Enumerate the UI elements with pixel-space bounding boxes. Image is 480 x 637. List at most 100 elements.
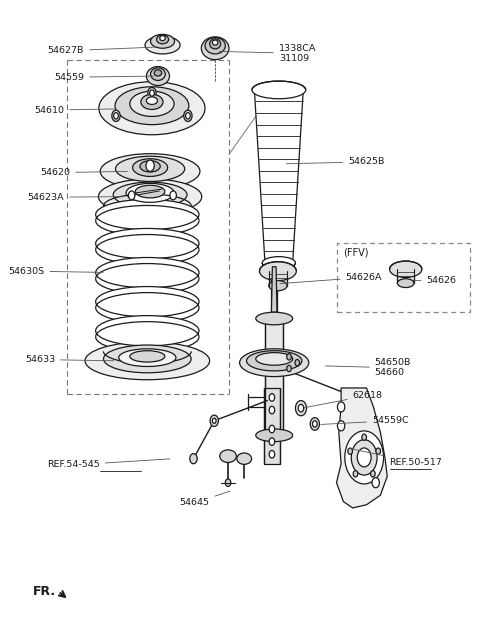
Ellipse shape: [262, 257, 295, 269]
Ellipse shape: [96, 229, 199, 259]
Ellipse shape: [269, 281, 287, 290]
Circle shape: [345, 431, 384, 484]
Ellipse shape: [115, 87, 189, 125]
Ellipse shape: [130, 351, 165, 362]
Circle shape: [148, 87, 156, 99]
Polygon shape: [272, 267, 277, 312]
Ellipse shape: [113, 182, 187, 208]
Bar: [269, 271, 287, 285]
Ellipse shape: [116, 156, 185, 182]
Ellipse shape: [151, 34, 175, 48]
Circle shape: [150, 90, 154, 96]
Circle shape: [184, 110, 192, 122]
Circle shape: [348, 448, 352, 454]
Ellipse shape: [135, 185, 165, 198]
Ellipse shape: [210, 39, 221, 49]
Ellipse shape: [141, 94, 163, 110]
Circle shape: [269, 438, 275, 445]
Text: 54625B: 54625B: [286, 157, 384, 166]
Circle shape: [170, 191, 177, 200]
Ellipse shape: [252, 81, 306, 99]
Text: 54559: 54559: [54, 73, 154, 82]
Bar: [264, 388, 280, 464]
Ellipse shape: [96, 287, 199, 317]
Text: 54623A: 54623A: [28, 193, 124, 202]
Circle shape: [210, 415, 218, 427]
Text: 54633: 54633: [25, 355, 114, 364]
Circle shape: [295, 359, 300, 366]
Bar: [336, 243, 470, 312]
Ellipse shape: [247, 351, 302, 371]
Ellipse shape: [100, 154, 200, 189]
Circle shape: [287, 354, 291, 360]
Ellipse shape: [260, 262, 296, 281]
Ellipse shape: [201, 37, 229, 60]
Ellipse shape: [146, 97, 157, 104]
Ellipse shape: [212, 40, 218, 45]
Circle shape: [269, 394, 275, 401]
Ellipse shape: [220, 450, 236, 462]
Circle shape: [269, 406, 275, 414]
Ellipse shape: [98, 179, 202, 214]
Text: 54626: 54626: [414, 276, 456, 285]
Ellipse shape: [237, 453, 252, 464]
Text: 54645: 54645: [180, 491, 230, 508]
Ellipse shape: [154, 69, 162, 76]
Circle shape: [312, 421, 317, 427]
Ellipse shape: [151, 68, 165, 80]
Ellipse shape: [130, 91, 174, 117]
Ellipse shape: [96, 257, 199, 288]
Circle shape: [351, 440, 377, 475]
Circle shape: [376, 448, 381, 454]
Circle shape: [362, 434, 367, 440]
Circle shape: [112, 110, 120, 122]
Ellipse shape: [99, 82, 205, 135]
Text: 54627B: 54627B: [48, 47, 156, 55]
Ellipse shape: [146, 66, 169, 85]
Circle shape: [269, 426, 275, 433]
Bar: [397, 269, 414, 283]
Text: 54559C: 54559C: [321, 417, 408, 426]
Ellipse shape: [160, 36, 165, 41]
Text: 62618: 62618: [305, 391, 383, 408]
Ellipse shape: [126, 183, 174, 203]
Circle shape: [295, 401, 307, 416]
Ellipse shape: [256, 353, 293, 365]
Circle shape: [298, 404, 304, 412]
Circle shape: [186, 113, 190, 119]
Bar: [272, 267, 277, 318]
Text: 54620: 54620: [40, 168, 128, 177]
Circle shape: [269, 450, 275, 458]
Circle shape: [310, 418, 319, 430]
Ellipse shape: [390, 261, 422, 278]
Text: 54630S: 54630S: [8, 267, 103, 276]
Circle shape: [337, 421, 345, 431]
Ellipse shape: [96, 199, 199, 230]
Circle shape: [129, 191, 135, 200]
Ellipse shape: [140, 161, 160, 172]
Circle shape: [114, 113, 118, 119]
Ellipse shape: [96, 315, 199, 346]
Text: FR.: FR.: [34, 585, 57, 598]
Circle shape: [357, 448, 371, 467]
Text: 1338CA
31109: 1338CA 31109: [219, 43, 316, 63]
Circle shape: [225, 479, 231, 487]
Text: 54626A: 54626A: [280, 273, 382, 283]
Bar: [265, 318, 284, 435]
Ellipse shape: [256, 429, 293, 441]
Circle shape: [371, 471, 375, 477]
Ellipse shape: [256, 312, 293, 325]
Circle shape: [146, 160, 154, 171]
Ellipse shape: [156, 35, 168, 44]
Circle shape: [212, 419, 216, 424]
Circle shape: [190, 454, 197, 464]
Ellipse shape: [205, 38, 225, 54]
Circle shape: [353, 471, 358, 477]
Circle shape: [337, 402, 345, 412]
Circle shape: [287, 366, 291, 371]
Ellipse shape: [119, 349, 176, 366]
Ellipse shape: [132, 159, 168, 176]
Text: REF.54-545: REF.54-545: [47, 459, 170, 469]
Text: 54650B
54660: 54650B 54660: [325, 358, 411, 378]
Ellipse shape: [145, 36, 180, 54]
